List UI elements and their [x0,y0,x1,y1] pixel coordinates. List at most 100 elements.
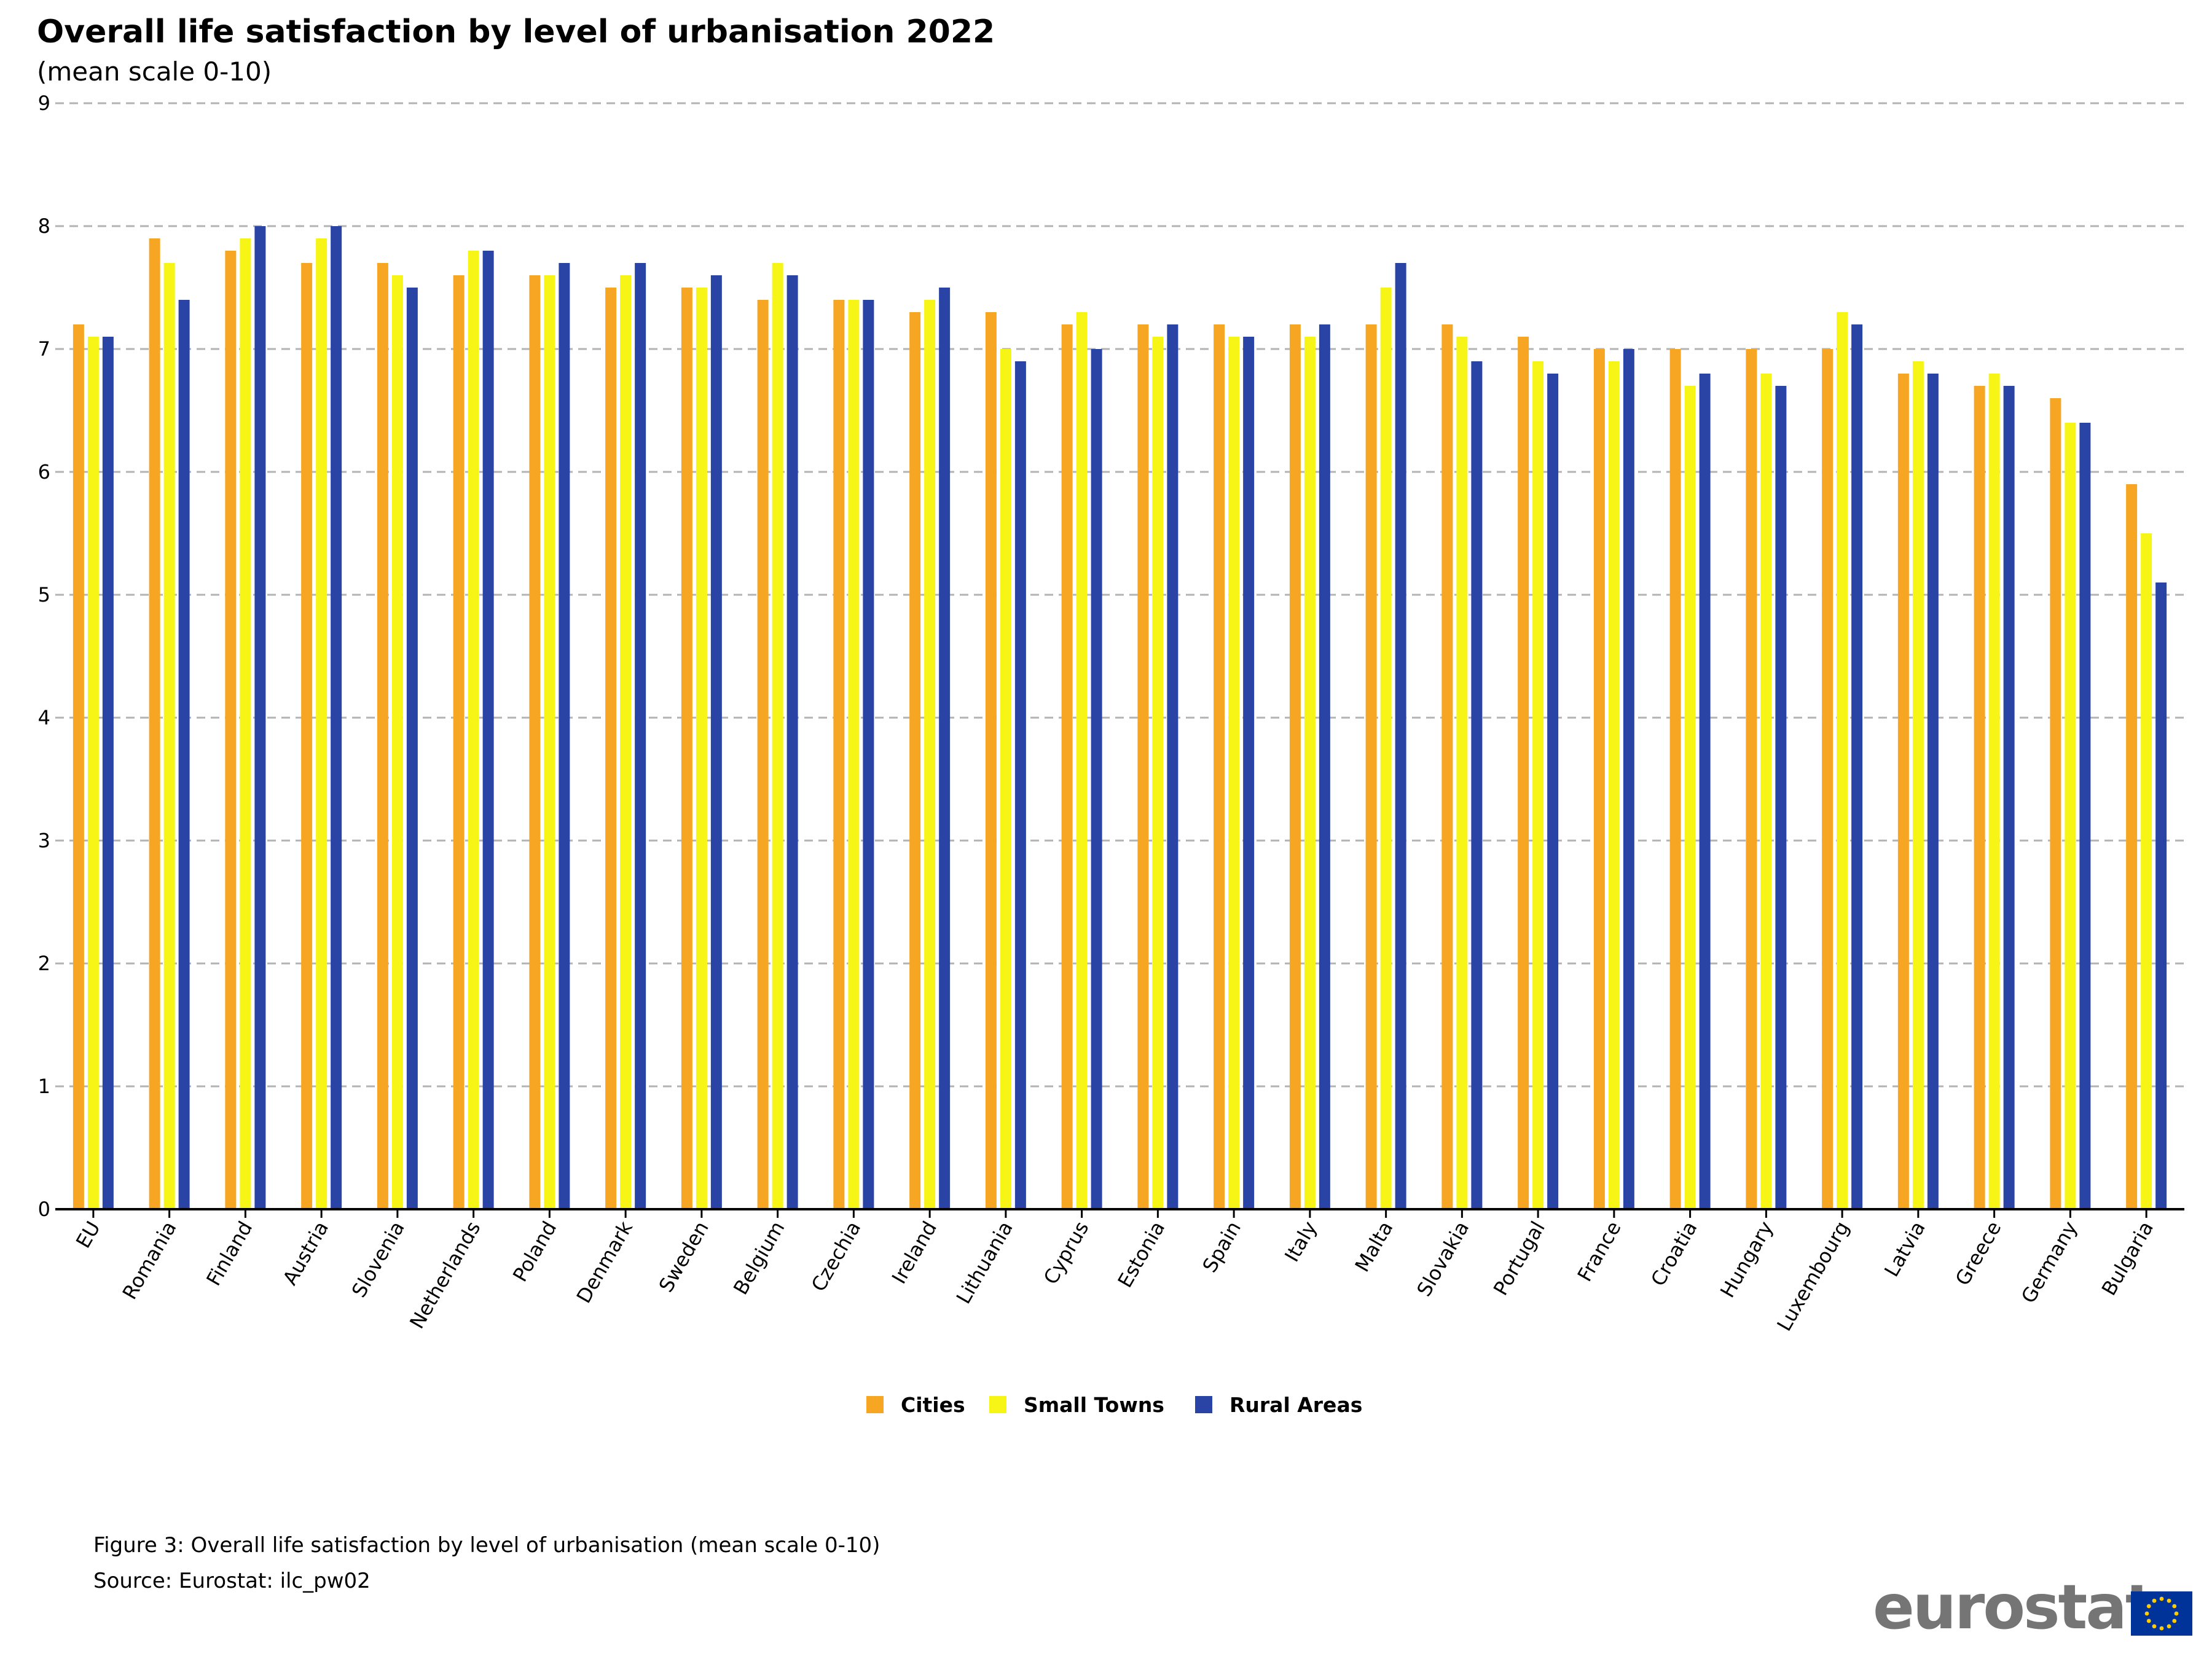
legend-swatch [866,1396,884,1413]
bar-rural-areas [939,288,951,1209]
flag-star [2159,1626,2164,1631]
x-tick-label: Sweden [654,1217,713,1296]
x-tick-label: Slovenia [347,1217,409,1301]
x-tick-label: Malta [1351,1217,1398,1276]
flag-star [2172,1618,2177,1623]
x-tick-label: Portugal [1489,1217,1550,1300]
bar-small-towns [544,275,555,1209]
bar-small-towns [696,288,707,1209]
bar-cities [377,263,388,1209]
x-tick-label: Estonia [1113,1217,1169,1292]
bar-cities [605,288,617,1209]
x-tick-label: Austria [278,1217,333,1289]
y-tick-label: 3 [38,829,50,852]
bar-cities [1669,349,1681,1209]
bars [73,226,2167,1209]
legend-label: Rural Areas [1230,1393,1362,1417]
flag-star [2146,1618,2151,1623]
x-tick-label: Italy [1280,1217,1322,1266]
bar-cities [1593,349,1605,1209]
x-tick-label: Hungary [1716,1217,1778,1301]
grid-lines [55,102,2184,1088]
flag-star [2159,1596,2164,1601]
figure-note: Figure 3: Overall life satisfaction by l… [93,1533,880,1558]
x-axis-ticks: EU Romania Finland Austria SloveniaNetherlan… [71,1209,2158,1335]
bar-cities [1365,324,1377,1209]
legend-swatch [1195,1396,1212,1413]
bar-small-towns [1837,312,1848,1209]
flag-star [2152,1598,2157,1603]
bar-cities [529,275,541,1209]
bar-rural-areas [1395,263,1406,1209]
bar-small-towns [1760,374,1772,1209]
bar-small-towns [772,263,783,1209]
bar-cities [757,300,769,1209]
bar-small-towns [1684,386,1696,1209]
y-tick-label: 0 [38,1198,50,1221]
chart-subtitle: (mean scale 0-10) [37,57,272,87]
y-tick-label: 9 [38,92,50,115]
bar-small-towns [2141,533,2152,1209]
bar-cities [149,238,160,1209]
bar-cities [1214,324,1225,1209]
bar-rural-areas [406,288,418,1209]
bar-rural-areas [1623,349,1634,1209]
bar-cities [225,251,237,1209]
y-tick-label: 7 [38,337,50,361]
chart-title: Overall life satisfaction by level of ur… [37,14,995,50]
bar-rural-areas [102,337,114,1209]
x-tick-label: Bulgaria [2097,1217,2158,1300]
bar-rural-areas [1927,374,1939,1209]
bar-small-towns [1304,337,1316,1209]
x-tick-label: Belgium [729,1217,790,1299]
bar-small-towns [1532,361,1544,1209]
y-tick-label: 6 [38,460,50,484]
bar-rural-areas [635,263,646,1209]
bar-cities [1518,337,1529,1209]
y-tick-label: 4 [38,706,50,729]
bar-rural-areas [1699,374,1711,1209]
legend-label: Cities [901,1393,965,1417]
flag-star [2152,1624,2157,1629]
bar-rural-areas [2003,386,2015,1209]
x-tick-label: Germany [2017,1217,2082,1307]
bar-rural-areas [863,300,874,1209]
bar-cities [909,312,921,1209]
x-tick-label: Poland [508,1217,561,1286]
bar-small-towns [468,251,479,1209]
bar-rural-areas [710,275,722,1209]
bar-small-towns [316,238,327,1209]
bar-cities [453,275,465,1209]
x-tick-label: Lithuania [952,1217,1018,1308]
bar-rural-areas [1243,337,1255,1209]
y-tick-label: 1 [38,1075,50,1098]
bar-chart: 0 1 2 3 4 5 6 7 8 9 EU Romania Finland Austria Sloven… [38,92,2184,1417]
y-tick-label: 8 [38,214,50,238]
x-tick-label: EU [71,1217,105,1252]
source-note: Source: Eurostat: ilc_pw02 [93,1569,371,1593]
eurostat-logo-text: eurostat [1873,1571,2155,1643]
bar-rural-areas [254,226,266,1209]
bar-rural-areas [1851,324,1863,1209]
bar-small-towns [391,275,403,1209]
bar-small-towns [1988,374,2000,1209]
bar-cities [1061,324,1073,1209]
bar-rural-areas [2079,423,2091,1209]
x-tick-label: Denmark [572,1217,638,1308]
x-tick-label: Croatia [1646,1217,1701,1290]
bar-rural-areas [1775,386,1787,1209]
x-tick-label: Spain [1198,1217,1245,1276]
x-tick-label: Czechia [807,1217,866,1295]
eurostat-logo: eurostat [1873,1571,2192,1643]
bar-cities [1746,349,1757,1209]
bar-small-towns [1228,337,1240,1209]
bar-small-towns [163,263,175,1209]
bar-rural-areas [1091,349,1102,1209]
bar-cities [1289,324,1301,1209]
y-tick-label: 2 [38,952,50,975]
legend: Cities Small Towns Rural Areas [866,1393,1362,1417]
bar-cities [1974,386,1985,1209]
bar-cities [1822,349,1834,1209]
legend-swatch [989,1396,1006,1413]
bar-cities [985,312,997,1209]
